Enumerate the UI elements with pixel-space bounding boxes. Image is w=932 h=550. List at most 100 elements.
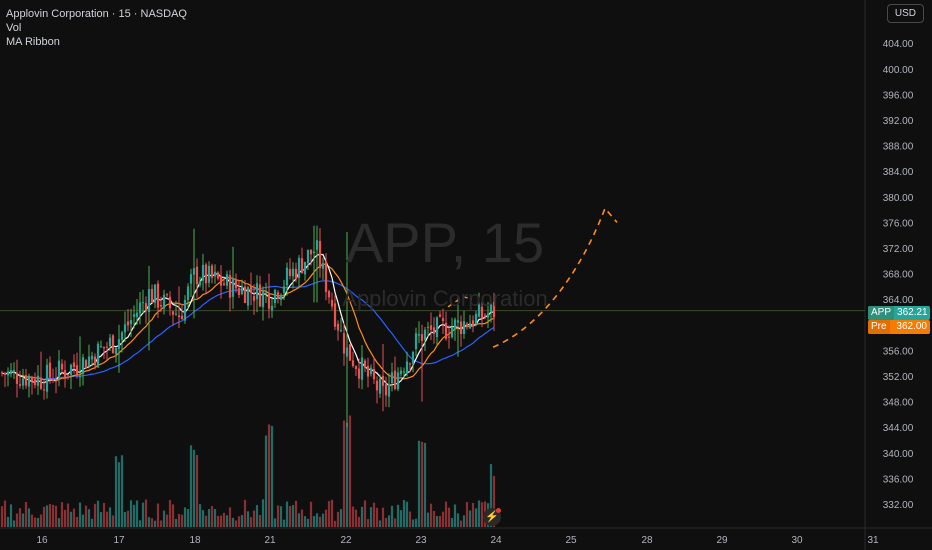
- candle-body: [0, 372, 4, 374]
- volume-bar: [405, 501, 409, 527]
- candle-body: [99, 346, 103, 348]
- candle-body: [42, 389, 46, 391]
- volume-bar: [411, 519, 415, 527]
- candle-body: [237, 288, 241, 295]
- volume-bar: [174, 518, 178, 527]
- legend-vol[interactable]: Vol: [6, 22, 22, 34]
- volume-bar: [333, 520, 337, 527]
- candle-body: [129, 319, 133, 325]
- candle-body: [300, 258, 304, 273]
- y-tick-label: 376.00: [883, 218, 914, 229]
- volume-bar: [69, 511, 73, 527]
- candle-body: [492, 301, 496, 318]
- y-tick-label: 352.00: [883, 372, 914, 383]
- candle-body: [465, 323, 469, 328]
- candle-body: [105, 346, 109, 348]
- candle-body: [429, 325, 433, 330]
- volume-bar: [201, 510, 205, 527]
- y-tick-label: 400.00: [883, 65, 914, 76]
- candle-body: [348, 344, 352, 361]
- volume-bar: [126, 510, 130, 527]
- volume-bar: [450, 517, 454, 527]
- candle-body: [483, 315, 487, 317]
- legend-ma-ribbon[interactable]: MA Ribbon: [6, 36, 60, 48]
- candle-body: [327, 291, 331, 298]
- candle-body: [486, 313, 490, 318]
- candle-body: [282, 286, 286, 293]
- volume-bar: [342, 420, 346, 527]
- candle-body: [222, 283, 226, 285]
- candle-body: [69, 364, 73, 376]
- candle-body: [333, 303, 337, 327]
- candle-body: [294, 268, 298, 280]
- volume-bar: [489, 464, 493, 527]
- volume-bar: [144, 499, 148, 527]
- volume-bar: [324, 509, 328, 527]
- volume-bar: [117, 462, 121, 527]
- candle-body: [30, 376, 34, 382]
- legend-title[interactable]: Applovin Corporation · 15 · NASDAQ: [6, 8, 187, 20]
- candle-body: [123, 324, 127, 333]
- candle-body: [414, 333, 418, 350]
- candle-body: [186, 286, 190, 301]
- volume-bar: [192, 449, 196, 527]
- y-tick-label: 332.00: [883, 500, 914, 511]
- candle-body: [204, 264, 208, 284]
- candle-body: [159, 305, 163, 307]
- volume-bar: [132, 504, 136, 527]
- volume-bar: [210, 506, 214, 527]
- candle-body: [87, 356, 91, 367]
- volume-bar: [315, 513, 319, 527]
- y-tick-label: 384.00: [883, 167, 914, 178]
- candle-body: [240, 286, 244, 294]
- volume-bar: [480, 502, 484, 527]
- candle-body: [249, 286, 253, 293]
- candle-body: [72, 362, 76, 368]
- volume-bar: [21, 513, 25, 527]
- volume-bar: [327, 501, 331, 527]
- volume-bar: [81, 514, 85, 527]
- volume-bar: [48, 504, 52, 527]
- candle-body: [267, 294, 271, 309]
- candle-body: [318, 240, 322, 269]
- candle-body: [276, 292, 280, 299]
- candle-body: [453, 319, 457, 330]
- volume-bar: [165, 514, 169, 527]
- volume-bar: [336, 511, 340, 527]
- volume-bar: [312, 516, 316, 527]
- candle-body: [168, 296, 172, 309]
- volume-bar: [36, 517, 40, 527]
- volume-bar: [3, 500, 7, 527]
- candle-body: [75, 365, 79, 375]
- volume-bar: [9, 504, 13, 527]
- candle-body: [384, 384, 388, 396]
- volume-bar: [42, 506, 46, 527]
- candle-body: [120, 332, 124, 340]
- last-price-value: 362.21: [897, 307, 928, 318]
- volume-bar: [204, 515, 208, 527]
- candle-body: [396, 372, 400, 390]
- candle-body: [357, 368, 361, 379]
- candle-body: [177, 315, 181, 318]
- candle-body: [402, 371, 406, 373]
- volume-bar: [441, 511, 445, 527]
- volume-bar: [237, 516, 241, 527]
- volume-bar: [84, 505, 88, 527]
- premarket-price-tag: Pre 362.00: [868, 320, 930, 334]
- volume-bar: [378, 520, 382, 527]
- candle-body: [459, 321, 463, 335]
- candle-body: [435, 317, 439, 338]
- candle-body: [375, 380, 379, 391]
- volume-bar: [12, 520, 16, 527]
- volume-bar: [390, 505, 394, 527]
- volume-bar: [309, 501, 313, 527]
- candle-body: [360, 357, 364, 380]
- candle-body: [345, 347, 349, 357]
- premarket-symbol: Pre: [868, 320, 890, 334]
- candle-body: [117, 339, 121, 349]
- volume-bar: [108, 507, 112, 527]
- currency-button[interactable]: USD: [886, 4, 924, 23]
- y-tick-label: 396.00: [883, 90, 914, 101]
- volume-bar: [273, 518, 277, 527]
